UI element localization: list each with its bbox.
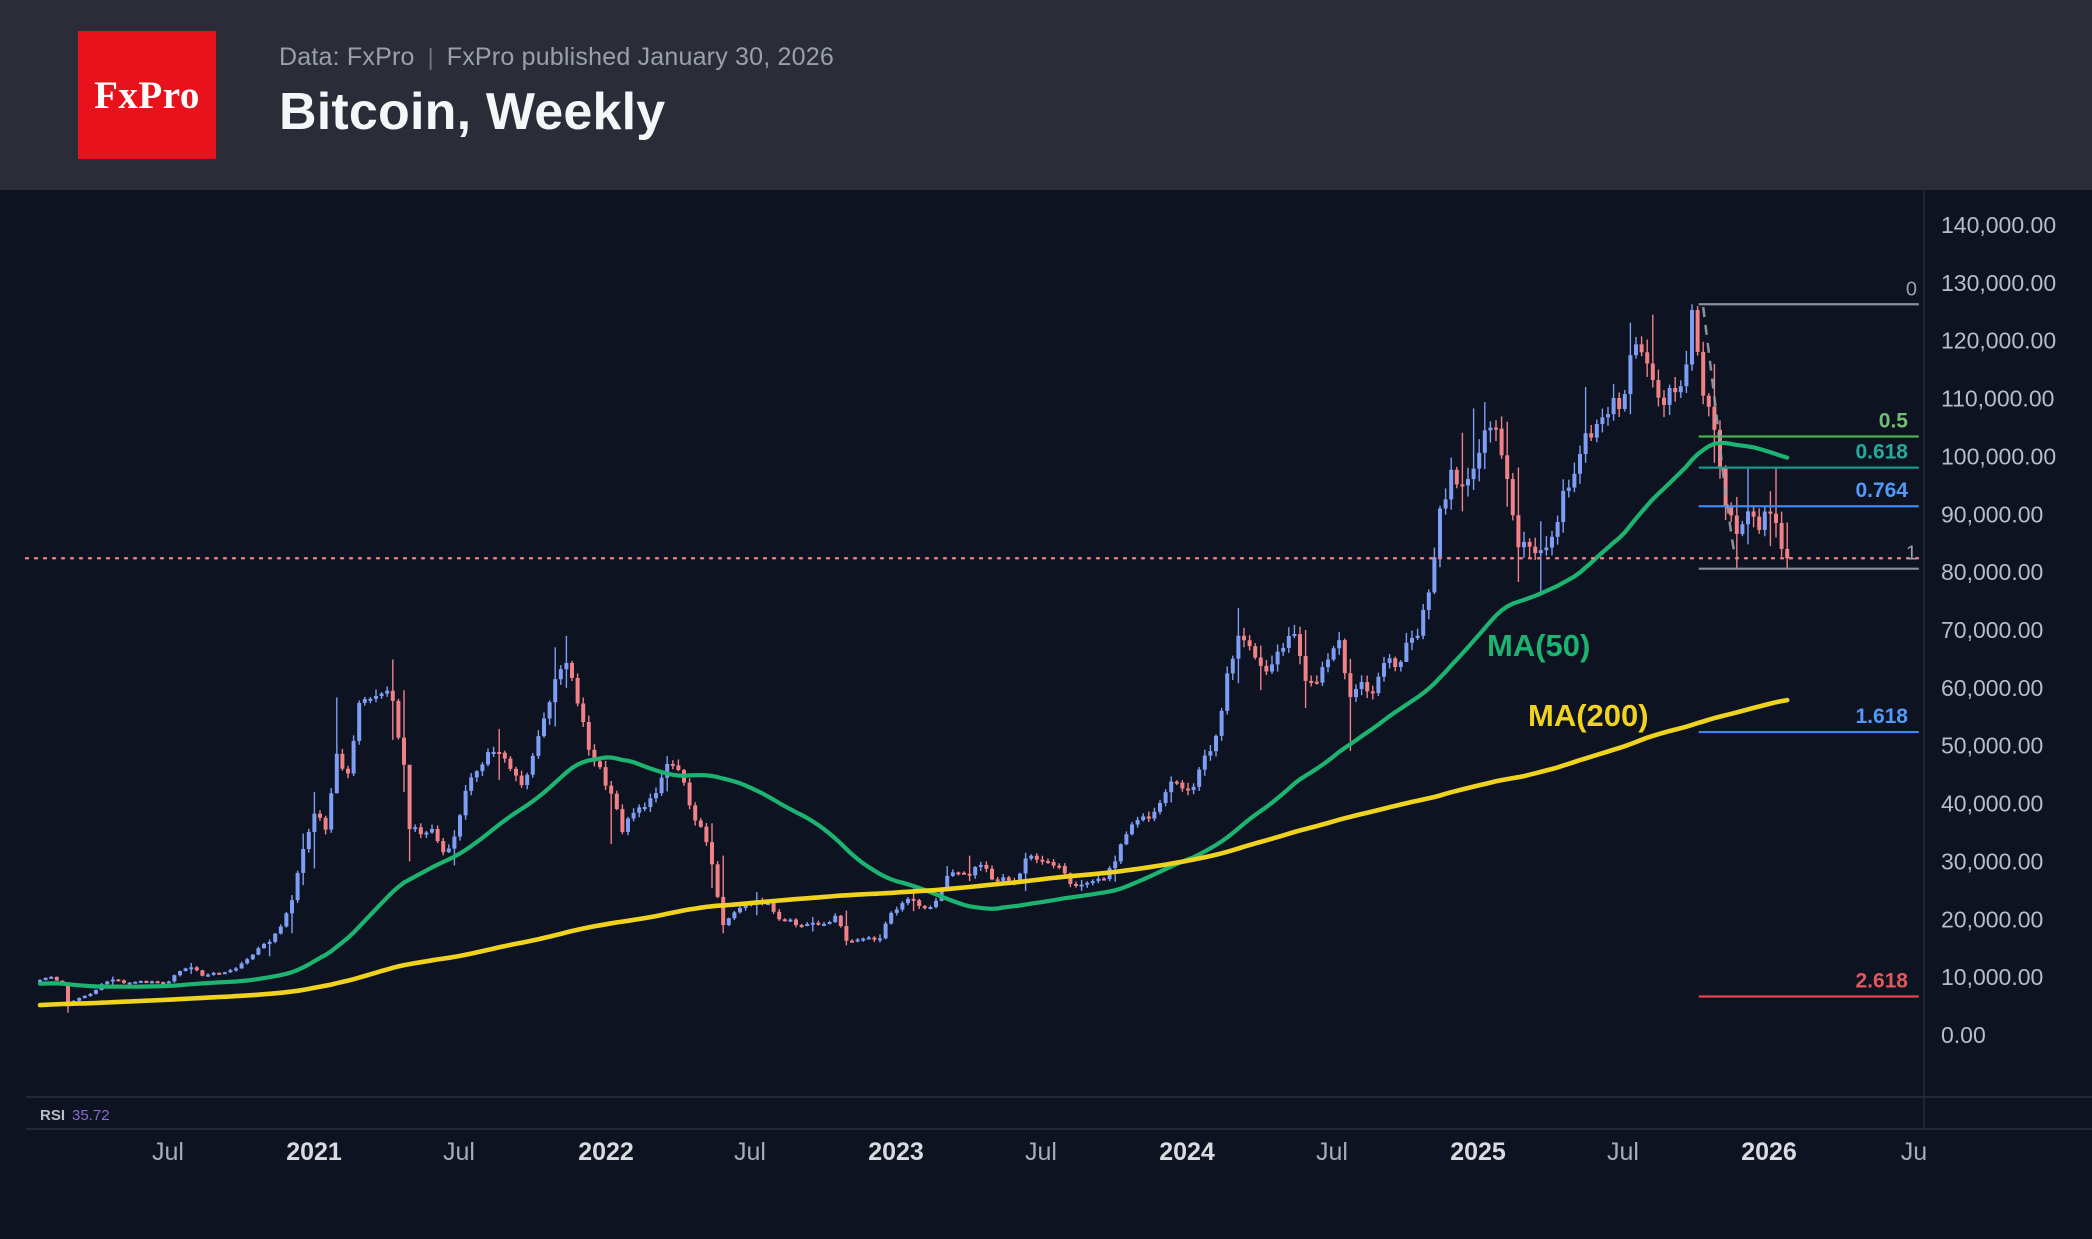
y-axis-label: 0.00: [1941, 1022, 1986, 1048]
x-axis-label[interactable]: 2024: [1159, 1138, 1215, 1166]
x-axis-label[interactable]: Jul: [1316, 1138, 1348, 1166]
fib-label-1: 1: [1906, 543, 1917, 565]
fib-label-0: 0: [1906, 278, 1917, 300]
x-axis-label[interactable]: 2021: [286, 1138, 342, 1166]
y-axis-label: 120,000.00: [1941, 328, 2056, 354]
y-axis-label: 20,000.00: [1941, 906, 2043, 932]
source-line: Data: FxPro | FxPro published January 30, …: [279, 43, 834, 72]
x-axis-label[interactable]: 2022: [578, 1138, 634, 1166]
ma200-line: [37, 697, 1790, 1008]
y-axis-label: 10,000.00: [1941, 964, 2043, 990]
y-axis-label: 130,000.00: [1941, 270, 2056, 296]
x-axis-label[interactable]: 2026: [1741, 1138, 1797, 1166]
fxpro-logo-text: FxPro: [94, 73, 200, 117]
y-axis-label: 140,000.00: [1941, 212, 2056, 238]
fib-retracement: [1698, 303, 1919, 998]
y-axis-label: 40,000.00: [1941, 791, 2043, 817]
published-label: FxPro published January 30, 2026: [446, 42, 834, 71]
fib-label-0.764: 0.764: [1855, 479, 1908, 502]
x-axis-label[interactable]: 2023: [868, 1138, 924, 1166]
ma50-label: MA(50): [1487, 628, 1590, 663]
fxpro-logo: FxPro: [78, 31, 216, 159]
fib-label-2.618: 2.618: [1855, 969, 1908, 992]
data-source-label: Data: FxPro: [279, 42, 415, 71]
y-axis-label: 110,000.00: [1941, 386, 2054, 412]
header: FxPro Data: FxPro | FxPro published Januar…: [0, 0, 2092, 190]
header-text-block: Data: FxPro | FxPro published January 30, …: [279, 0, 834, 190]
y-axis-label: 50,000.00: [1941, 733, 2043, 759]
x-axis-label[interactable]: Jul: [152, 1138, 184, 1166]
y-axis-label: 80,000.00: [1941, 559, 2043, 585]
ma50-line: [37, 440, 1790, 989]
ma200-label: MA(200): [1528, 698, 1649, 733]
x-axis-label[interactable]: Ju: [1901, 1138, 1927, 1166]
chart-area[interactable]: 0 0.5 0.618 0.764 1 1.618 2.618 MA(50) MA(200) 14…: [0, 190, 2092, 1234]
fib-label-0.5: 0.5: [1879, 409, 1909, 432]
projection-dashed-path[interactable]: [1701, 307, 1738, 558]
x-axis-label[interactable]: Jul: [734, 1138, 766, 1166]
y-axis-label: 100,000.00: [1941, 443, 2056, 469]
rsi-value: 35.72: [72, 1107, 110, 1124]
x-axis-label[interactable]: Jul: [1025, 1138, 1057, 1166]
y-axis-label: 70,000.00: [1941, 617, 2043, 643]
x-axis-label[interactable]: Jul: [443, 1138, 475, 1166]
rsi-indicator-label[interactable]: RSI: [40, 1107, 65, 1124]
y-axis-label: 90,000.00: [1941, 501, 2043, 527]
page-title: Bitcoin, Weekly: [279, 82, 666, 141]
candlesticks: [38, 304, 1790, 1013]
fib-label-1.618: 1.618: [1855, 705, 1908, 728]
x-axis-label[interactable]: Jul: [1607, 1138, 1639, 1166]
x-axis-label[interactable]: 2025: [1450, 1138, 1506, 1166]
y-axis-label: 60,000.00: [1941, 675, 2043, 701]
separator: |: [427, 43, 434, 70]
fib-label-0.618: 0.618: [1855, 441, 1908, 464]
y-axis-label: 30,000.00: [1941, 848, 2043, 874]
price-chart[interactable]: 0 0.5 0.618 0.764 1 1.618 2.618 MA(50) MA(200) 14…: [0, 190, 2092, 1234]
